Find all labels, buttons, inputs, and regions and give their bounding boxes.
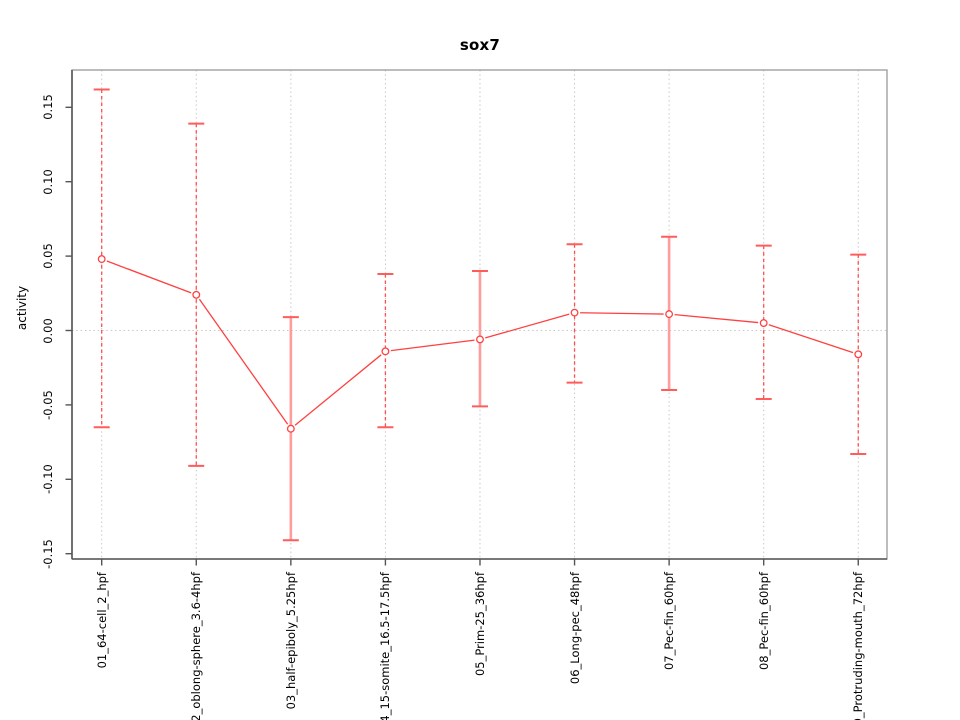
x-category-label: 08_Pec-fin_60hpf [756, 572, 771, 671]
y-tick-label: 0.10 [41, 168, 55, 195]
x-category-label: 09_Protruding-mouth_72hpf [851, 572, 866, 720]
series-line [106, 260, 854, 426]
x-category-label: 05_Prim-25_36hpf [472, 572, 487, 677]
x-category-label: 07_Pec-fin_60hpf [662, 572, 677, 671]
x-category-label: 04_15-somite_16.5-17.5hpf [378, 572, 393, 720]
x-category-label: 01_64-cell_2_hpf [94, 572, 109, 669]
data-points [97, 255, 863, 433]
chart-title: sox7 [459, 36, 501, 54]
x-category-label: 03_half-epiboly_5.25hpf [283, 572, 298, 710]
data-point [286, 424, 295, 433]
y-tick-label: 0.15 [41, 94, 55, 121]
y-tick-label: -0.10 [41, 464, 55, 495]
data-point [570, 308, 579, 317]
y-tick-label: 0.00 [41, 317, 55, 344]
y-tick-label: -0.05 [41, 390, 55, 420]
data-point [381, 347, 390, 356]
x-category-label: 06_Long-pec_48hpf [567, 572, 582, 685]
data-point [97, 255, 106, 264]
data-point [665, 310, 674, 319]
axis-ticks [65, 106, 859, 566]
data-point [192, 290, 201, 299]
data-point [759, 319, 768, 328]
y-tick-label: -0.15 [41, 538, 55, 569]
x-category-label: 02_oblong-sphere_3.6-4hpf [189, 572, 204, 720]
data-point [854, 350, 863, 359]
data-point [476, 335, 484, 344]
y-tick-label: 0.05 [41, 243, 55, 269]
